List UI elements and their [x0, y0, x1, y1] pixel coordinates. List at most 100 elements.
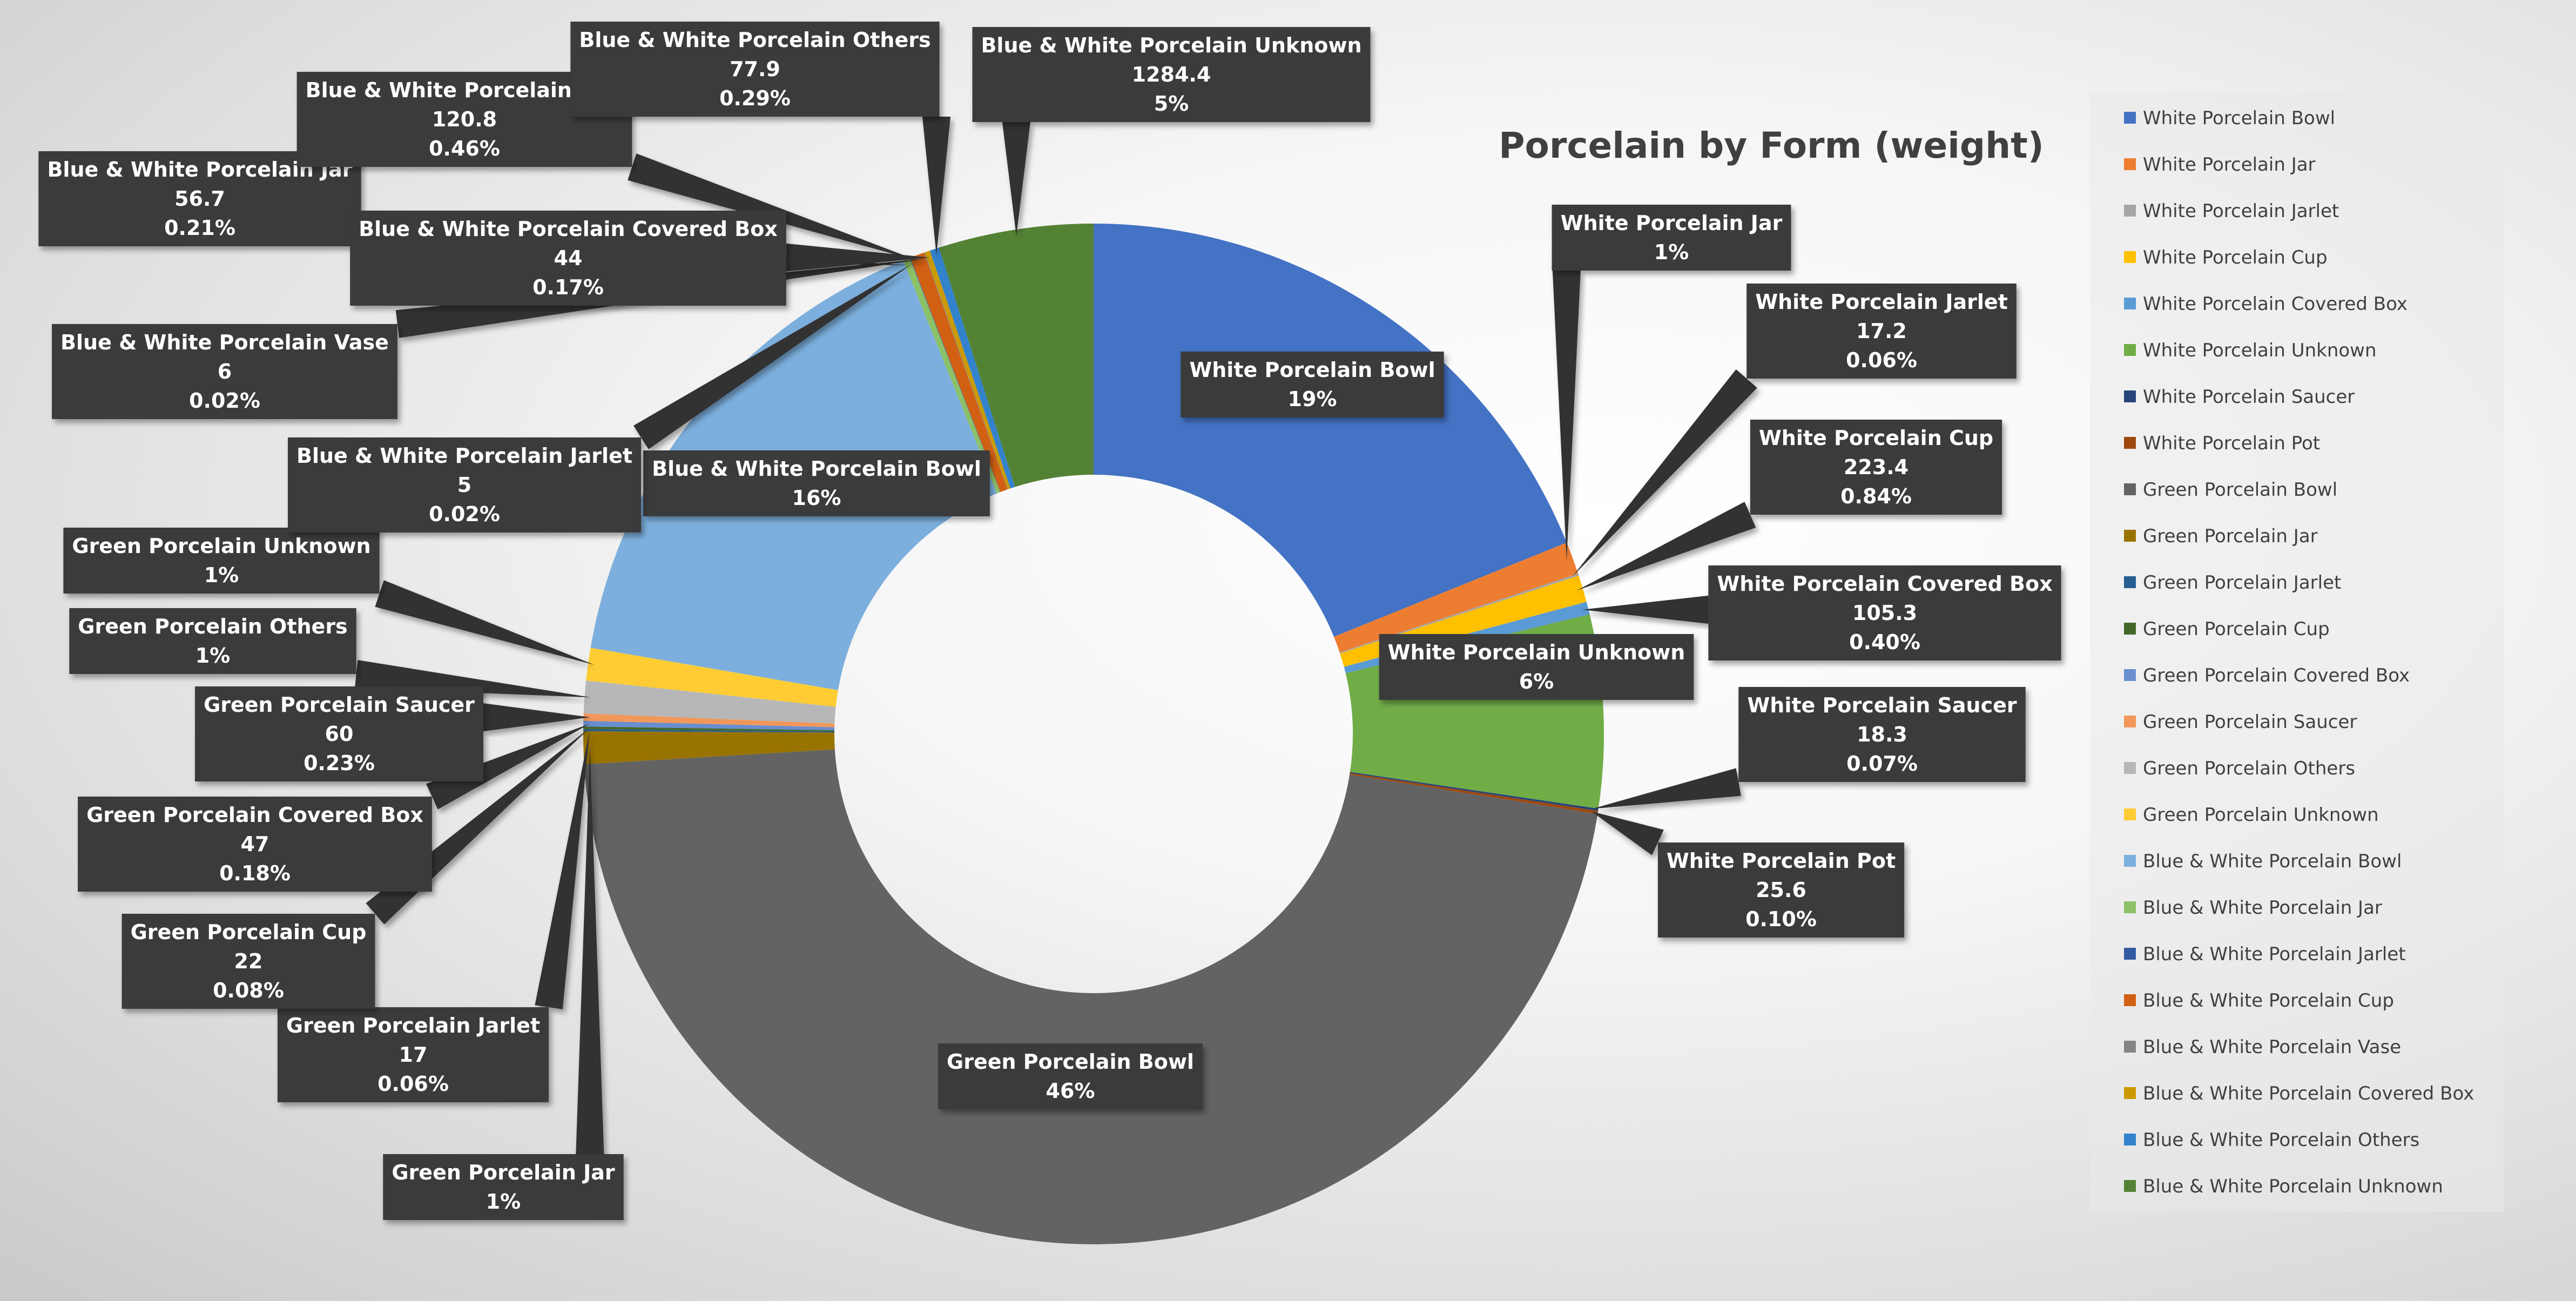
legend-item-green-porcelain-jarlet: Green Porcelain Jarlet: [2124, 572, 2341, 594]
legend-label: Blue & White Porcelain Jarlet: [2143, 943, 2406, 965]
legend-label: Green Porcelain Others: [2143, 758, 2355, 779]
data-label-box: [1750, 420, 2002, 515]
data-label-blue-and-white-porcelain-others: Blue & White Porcelain Others 77.9 0.29%: [570, 22, 940, 117]
legend-label: Green Porcelain Cup: [2143, 618, 2330, 640]
legend-swatch: [2124, 762, 2136, 774]
data-label-name: White Porcelain Unknown: [1388, 641, 1685, 664]
legend-label: Blue & White Porcelain Others: [2143, 1129, 2419, 1151]
legend-item-green-porcelain-others: Green Porcelain Others: [2124, 758, 2355, 779]
data-label-percent: 0.23%: [304, 751, 375, 775]
leader-line-blue-and-white-porcelain-unknown: [1002, 122, 1030, 237]
legend-item-green-porcelain-covered-box: Green Porcelain Covered Box: [2124, 665, 2410, 686]
legend-swatch: [2124, 1041, 2136, 1053]
legend: White Porcelain Bowl White Porcelain Jar W…: [2090, 93, 2504, 1212]
legend-item-blue-and-white-porcelain-others: Blue & White Porcelain Others: [2124, 1129, 2419, 1151]
data-label-white-porcelain-cup: White Porcelain Cup 223.4 0.84%: [1750, 420, 2002, 515]
legend-label: Blue & White Porcelain Covered Box: [2143, 1083, 2474, 1104]
slice-green-porcelain-jar: [583, 731, 835, 765]
data-labels: White Porcelain Bowl 19% White Porcelain J…: [38, 22, 2061, 1220]
data-label-box: [1379, 634, 1694, 700]
legend-label: Blue & White Porcelain Unknown: [2143, 1176, 2443, 1197]
data-label-name: Blue & White Porcelain Vase: [60, 331, 389, 354]
data-label-white-porcelain-jarlet: White Porcelain Jarlet 17.2 0.06%: [1746, 284, 2017, 379]
data-label-percent: 0.18%: [219, 861, 291, 885]
legend-label: White Porcelain Saucer: [2143, 386, 2355, 408]
legend-label: Blue & White Porcelain Jar: [2143, 897, 2382, 919]
data-label-blue-and-white-porcelain-jarlet: Blue & White Porcelain Jarlet 5 0.02%: [287, 437, 642, 532]
legend-swatch: [2124, 112, 2136, 124]
data-label-box: [38, 151, 361, 246]
data-label-name: Green Porcelain Covered Box: [86, 803, 423, 827]
data-label-box: [69, 608, 356, 674]
data-label-green-porcelain-jar: Green Porcelain Jar 1%: [383, 1154, 624, 1220]
data-label-value: 6: [218, 360, 232, 383]
data-label-percent: 46%: [1046, 1079, 1095, 1103]
data-label-percent: 0.07%: [1846, 752, 1918, 776]
legend-label: Green Porcelain Covered Box: [2143, 665, 2410, 686]
data-label-percent: 1%: [204, 563, 239, 587]
data-label-box: [570, 22, 940, 117]
data-label-name: Green Porcelain Others: [78, 615, 347, 638]
data-label-percent: 1%: [195, 644, 231, 668]
data-label-box: [938, 1043, 1203, 1109]
slice-blue-and-white-porcelain-vase: [924, 252, 1008, 490]
data-label-blue-and-white-porcelain-covered-box: Blue & White Porcelain Covered Box 44 0.17…: [350, 211, 786, 306]
legend-label: White Porcelain Covered Box: [2143, 293, 2408, 315]
data-label-name: Blue & White Porcelain Bowl: [652, 457, 981, 481]
data-label-name: Green Porcelain Unknown: [72, 534, 370, 558]
data-label-percent: 6%: [1519, 670, 1554, 693]
data-label-name: Green Porcelain Jarlet: [286, 1014, 540, 1037]
data-label-percent: 0.02%: [189, 389, 260, 413]
slice-green-porcelain-jarlet: [583, 729, 835, 733]
data-label-box: [287, 437, 642, 532]
data-label-name: White Porcelain Cup: [1759, 426, 1993, 450]
legend-swatch: [2124, 530, 2136, 542]
data-label-percent: 0.29%: [719, 86, 791, 110]
legend-swatch: [2124, 716, 2136, 727]
data-label-name: Blue & White Porcelain Unknown: [981, 33, 1361, 57]
data-label-white-porcelain-covered-box: White Porcelain Covered Box 105.3 0.40%: [1708, 565, 2061, 660]
data-label-name: Blue & White Porcelain Covered Box: [359, 217, 778, 241]
slice-green-porcelain-saucer: [583, 713, 835, 727]
data-label-box: [122, 914, 375, 1009]
data-label-blue-and-white-porcelain-bowl: Blue & White Porcelain Bowl 16%: [643, 450, 990, 516]
slice-green-porcelain-covered-box: [583, 720, 835, 730]
data-label-name: White Porcelain Covered Box: [1717, 572, 2052, 596]
legend-item-blue-and-white-porcelain-cup: Blue & White Porcelain Cup: [2124, 990, 2394, 1012]
legend-swatch: [2124, 808, 2136, 820]
data-label-value: 56.7: [174, 187, 225, 211]
data-label-green-porcelain-unknown: Green Porcelain Unknown 1%: [63, 528, 380, 594]
data-label-percent: 0.40%: [1849, 630, 1920, 654]
leader-line-white-porcelain-jarlet: [1572, 369, 1757, 577]
legend-label: Blue & White Porcelain Vase: [2143, 1036, 2401, 1058]
slice-white-porcelain-bowl: [1094, 224, 1567, 637]
legend-label: White Porcelain Cup: [2143, 247, 2328, 268]
legend-item-blue-and-white-porcelain-vase: Blue & White Porcelain Vase: [2124, 1036, 2401, 1058]
slice-blue-and-white-porcelain-cup: [910, 252, 1008, 493]
data-label-percent: 0.06%: [377, 1072, 449, 1096]
legend-swatch: [2124, 948, 2136, 960]
data-label-value: 105.3: [1852, 601, 1917, 625]
legend-swatch: [2124, 855, 2136, 867]
leader-line-green-porcelain-saucer: [483, 703, 590, 732]
data-label-white-porcelain-jar: White Porcelain Jar 1%: [1552, 205, 1791, 271]
data-label-name: Blue & White Porcelain Cup: [306, 78, 624, 102]
data-label-value: 60: [325, 722, 354, 746]
legend-swatch: [2124, 576, 2136, 588]
data-label-name: White Porcelain Jar: [1561, 211, 1783, 235]
data-label-box: [1657, 842, 1905, 938]
data-label-value: 5: [457, 473, 471, 497]
data-label-box: [1552, 205, 1791, 271]
slice-green-porcelain-cup: [583, 726, 835, 732]
legend-item-white-porcelain-jarlet: White Porcelain Jarlet: [2124, 200, 2339, 222]
data-label-name: Green Porcelain Cup: [131, 920, 367, 944]
data-label-percent: 0.84%: [1840, 484, 1912, 508]
slice-green-porcelain-others: [583, 680, 836, 724]
leader-line-white-porcelain-saucer: [1592, 768, 1741, 809]
legend-swatch: [2124, 669, 2136, 681]
leader-line-blue-and-white-porcelain-cup: [628, 153, 920, 261]
legend-label: Blue & White Porcelain Bowl: [2143, 851, 2402, 872]
leader-line-blue-and-white-porcelain-others: [922, 117, 950, 255]
legend-swatch: [2124, 483, 2136, 495]
